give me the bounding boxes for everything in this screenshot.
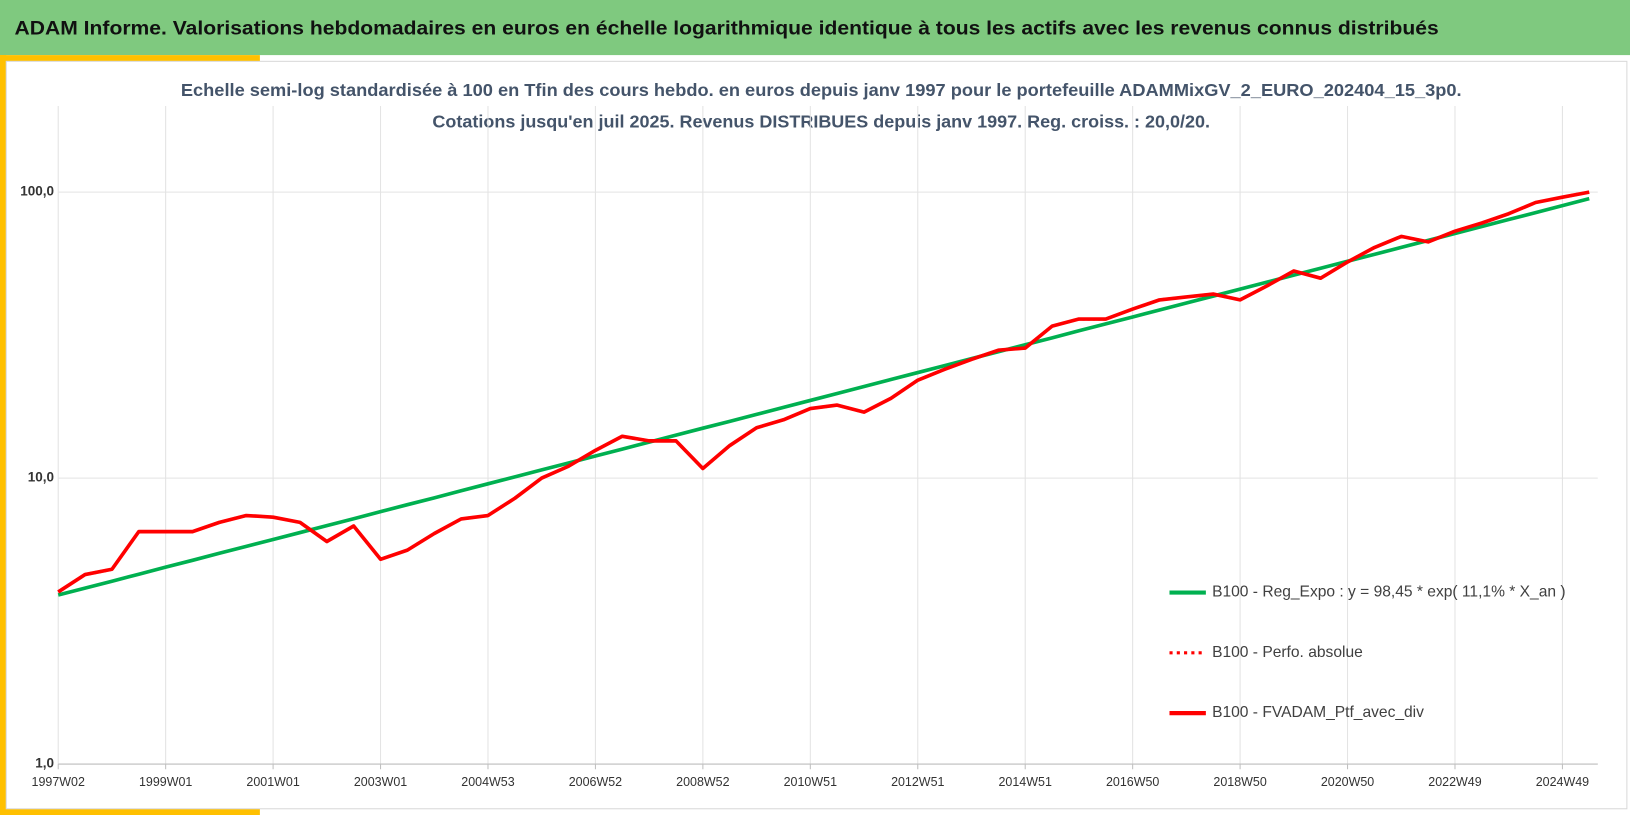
series-line [57, 196, 1590, 597]
x-tick-label: 2024W49 [1536, 775, 1589, 789]
x-tick-label: 1997W02 [32, 775, 85, 789]
x-tick-label: 2022W49 [1428, 775, 1481, 789]
legend-label: B100 - FVADAM_Ptf_avec_div [1212, 704, 1424, 721]
accent [0, 55, 260, 62]
x-tick-label: 2010W51 [784, 775, 837, 789]
x-tick-label: 2014W51 [999, 775, 1052, 789]
chart-title: Echelle semi-log standardisée à 100 en T… [181, 80, 1462, 100]
header-title: ADAM Informe. Valorisations hebdomadaire… [15, 17, 1439, 39]
x-tick-label: 2003W01 [354, 775, 407, 789]
chart-subtitle: Cotations jusqu'en juil 2025. Revenus DI… [432, 111, 1210, 131]
header-bar [0, 0, 1630, 56]
x-tick-label: 1999W01 [139, 775, 192, 789]
accent [0, 55, 7, 816]
legend-label: B100 - Perfo. absolue [1212, 644, 1363, 661]
y-tick-label: 100,0 [20, 184, 54, 199]
y-tick-label: 1,0 [35, 756, 54, 771]
x-tick-label: 2018W50 [1213, 775, 1266, 789]
x-tick-label: 2008W52 [676, 775, 729, 789]
y-tick-label: 10,0 [28, 470, 54, 485]
series-line [57, 190, 1590, 594]
x-tick-label: 2006W52 [569, 775, 622, 789]
x-tick-label: 2020W50 [1321, 775, 1374, 789]
x-tick-label: 2016W50 [1106, 775, 1159, 789]
chart-frame [5, 60, 1628, 810]
x-tick-label: 2001W01 [246, 775, 299, 789]
x-tick-label: 2004W53 [461, 775, 514, 789]
x-tick-label: 2012W51 [891, 775, 944, 789]
accent [0, 808, 260, 815]
legend-label: B100 - Reg_Expo : y = 98,45 * exp( 11,1%… [1212, 584, 1565, 601]
